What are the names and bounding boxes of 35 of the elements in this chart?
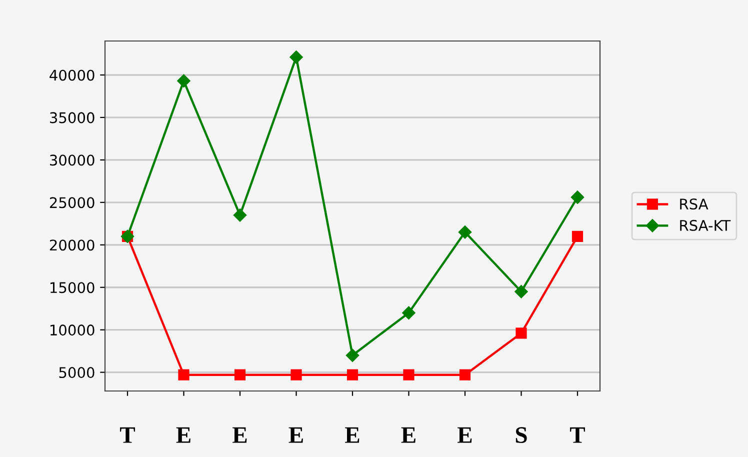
point (346, 348, 360, 362)
point (178, 369, 190, 380)
x-tick-label: E (232, 427, 247, 443)
point (403, 369, 414, 380)
legend-label: RSA (680, 198, 708, 210)
point (290, 369, 302, 380)
x-tick-label: E (458, 427, 472, 443)
point (516, 328, 527, 339)
point (177, 74, 190, 88)
y-tick-label: 35000 (50, 112, 94, 124)
y-tick-label: 40000 (50, 70, 94, 81)
y-tick-label: 15000 (50, 282, 94, 294)
point (459, 369, 471, 380)
y-tick-label: 5000 (59, 367, 94, 378)
x-tick-label: E (345, 427, 360, 443)
point (290, 50, 303, 64)
y-tick-label: 20000 (50, 240, 94, 251)
x-tick-label: T (570, 427, 586, 443)
x-tick-label: E (176, 427, 190, 443)
x-tick-label: E (401, 427, 416, 443)
point (570, 190, 584, 204)
x-tick-label: S (516, 427, 527, 444)
y-tick-label: 25000 (50, 197, 94, 208)
x-tick-label: E (288, 427, 303, 443)
legend-label: RSA-KT (680, 220, 731, 231)
point (233, 208, 247, 222)
point (458, 226, 472, 239)
y-tick-label: 30000 (50, 154, 94, 166)
x-tick-label: T (120, 427, 136, 443)
point (514, 285, 528, 298)
point (402, 306, 416, 320)
point (346, 369, 358, 380)
y-tick-label: 10000 (50, 324, 94, 336)
point (234, 369, 246, 380)
point (572, 230, 584, 242)
